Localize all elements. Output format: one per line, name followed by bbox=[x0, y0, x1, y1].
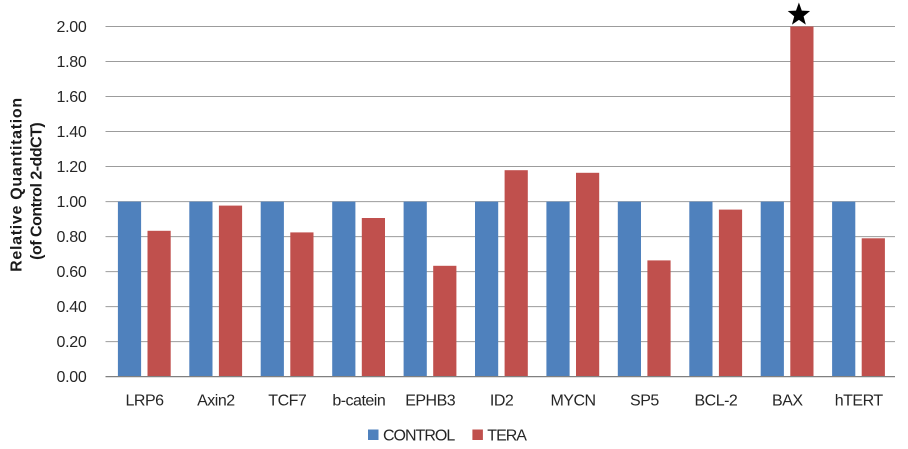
svg-text:ID2: ID2 bbox=[490, 393, 514, 410]
svg-text:2.00: 2.00 bbox=[57, 19, 87, 36]
svg-text:0.20: 0.20 bbox=[57, 334, 87, 351]
svg-text:1.20: 1.20 bbox=[57, 159, 87, 176]
svg-text:BAX: BAX bbox=[772, 393, 803, 410]
svg-text:1.00: 1.00 bbox=[57, 194, 87, 211]
svg-text:Relative Quantitation: Relative Quantitation bbox=[9, 97, 26, 272]
svg-text:1.60: 1.60 bbox=[57, 89, 87, 106]
svg-text:TCF7: TCF7 bbox=[268, 393, 307, 410]
svg-text:BCL-2: BCL-2 bbox=[694, 393, 737, 410]
svg-text:(of Control 2-ddCT): (of Control 2-ddCT) bbox=[29, 123, 46, 260]
svg-text:MYCN: MYCN bbox=[550, 393, 595, 410]
svg-text:0.60: 0.60 bbox=[57, 264, 87, 281]
svg-text:1.40: 1.40 bbox=[57, 124, 87, 141]
svg-text:TERA: TERA bbox=[487, 428, 527, 445]
svg-text:CONTROL: CONTROL bbox=[383, 428, 455, 445]
svg-text:0.80: 0.80 bbox=[57, 229, 87, 246]
svg-text:0.00: 0.00 bbox=[57, 369, 87, 386]
svg-text:hTERT: hTERT bbox=[835, 393, 884, 410]
svg-text:SP5: SP5 bbox=[630, 393, 659, 410]
svg-text:0.40: 0.40 bbox=[57, 299, 87, 316]
svg-text:EPHB3: EPHB3 bbox=[405, 393, 456, 410]
svg-text:LRP6: LRP6 bbox=[125, 393, 164, 410]
svg-text:b-catein: b-catein bbox=[332, 393, 385, 410]
svg-text:Axin2: Axin2 bbox=[197, 393, 235, 410]
svg-text:1.80: 1.80 bbox=[57, 54, 87, 71]
